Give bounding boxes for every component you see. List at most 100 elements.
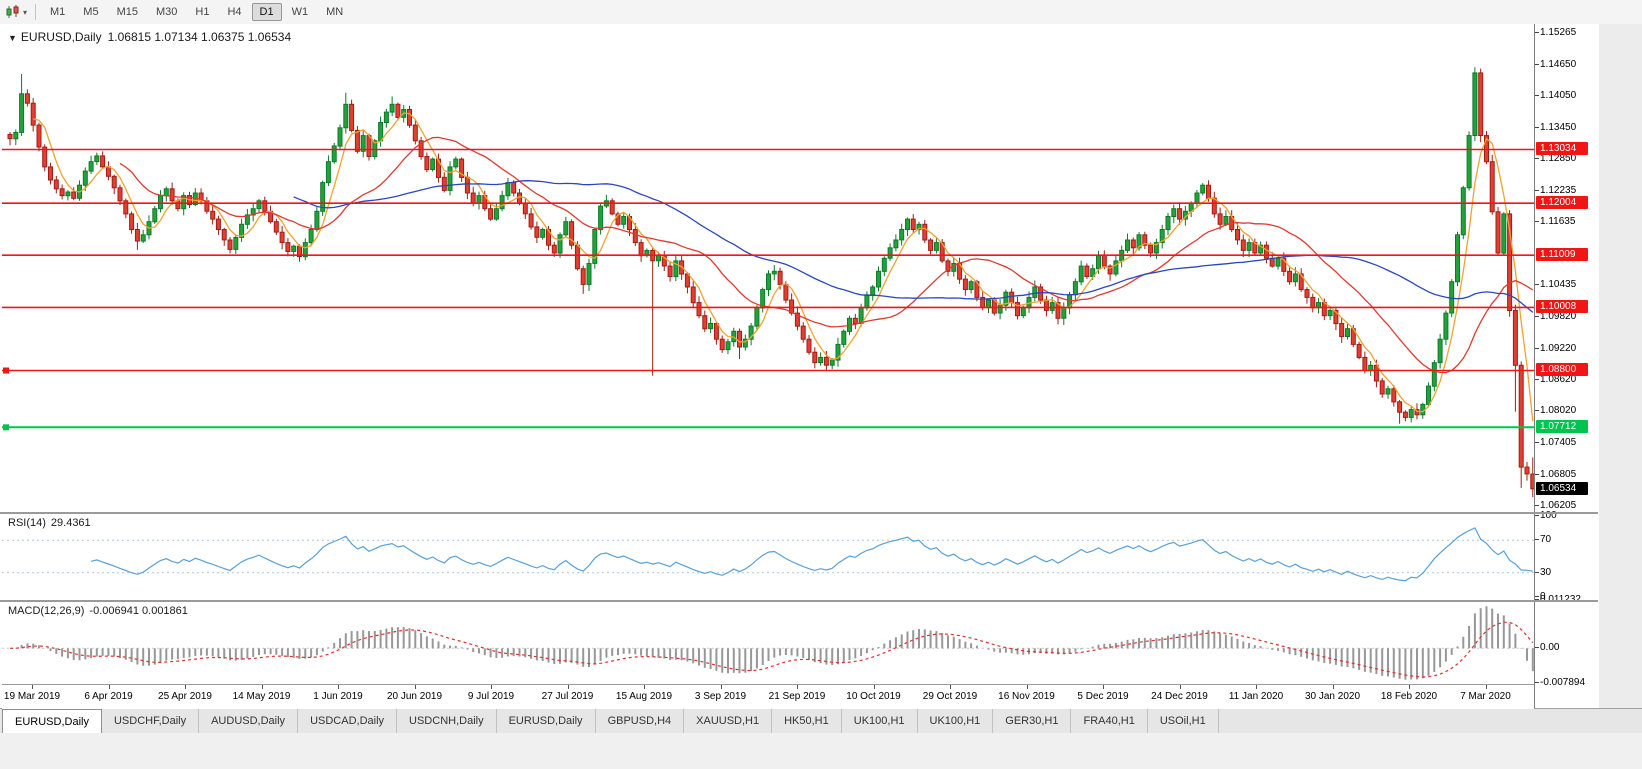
date-axis-label: 20 Jun 2019	[386, 691, 443, 702]
timeframe-button-m15[interactable]: M15	[116, 6, 138, 18]
timeframe-button-h4[interactable]: H4	[227, 6, 242, 18]
date-tick	[338, 685, 339, 689]
rsi-axis-label: 70	[1535, 533, 1551, 546]
price-axis-label: 1.07405	[1535, 436, 1576, 449]
date-axis-label: 24 Dec 2019	[1151, 691, 1208, 702]
timeframe-button-h1[interactable]: H1	[195, 6, 210, 18]
price-axis-label: 1.06205	[1535, 499, 1576, 512]
level-price-label: 1.07712	[1536, 420, 1588, 434]
price-axis-label: 1.11635	[1535, 215, 1575, 228]
chart-type-dropdown-icon[interactable]: ▾	[23, 7, 28, 17]
right-gutter	[1599, 24, 1642, 708]
macd-name: MACD(12,26,9)	[8, 605, 85, 617]
date-tick	[1026, 685, 1028, 689]
price-axis-label: 1.09220	[1535, 342, 1576, 355]
macd-axis-label: 0.00	[1535, 641, 1559, 654]
date-tick	[567, 685, 569, 689]
date-tick	[720, 685, 722, 689]
price-axis-label: 1.12235	[1535, 184, 1576, 197]
macd-axis-label: 0.011232	[1535, 593, 1581, 606]
date-axis-label: 25 Apr 2019	[158, 691, 212, 702]
main-price-chart[interactable]	[2, 28, 1534, 512]
date-tick	[32, 685, 33, 689]
date-tick	[414, 685, 416, 689]
date-axis-label: 15 Aug 2019	[615, 691, 673, 702]
level-price-label: 1.08800	[1536, 363, 1588, 377]
chart-symbol-label: EURUSD,Daily	[20, 30, 102, 44]
panel-divider-rsi[interactable]	[0, 512, 1598, 514]
price-axis-label: 1.14650	[1535, 58, 1576, 71]
chart-ohlc-values: 1.06815 1.07134 1.06375 1.06534	[107, 30, 292, 44]
chart-tab-uk100-h1[interactable]: UK100,H1	[842, 709, 918, 733]
panel-divider-macd[interactable]	[0, 600, 1598, 602]
rsi-value: 29.4361	[50, 517, 91, 529]
timeframe-button-m5[interactable]: M5	[83, 6, 99, 18]
chart-tab-usdcnh-daily[interactable]: USDCNH,Daily	[397, 709, 497, 733]
level-price-label: 1.10008	[1536, 300, 1588, 314]
chart-tab-uk100-h1[interactable]: UK100,H1	[918, 709, 994, 733]
date-tick	[491, 685, 492, 689]
price-axis-label: 1.06805	[1535, 468, 1576, 481]
date-tick	[1409, 685, 1410, 689]
chart-tab-hk50-h1[interactable]: HK50,H1	[772, 709, 842, 733]
chart-tab-xauusd-h1[interactable]: XAUUSD,H1	[684, 709, 773, 733]
price-axis[interactable]: 1.15265 1.14650 1.14050 1.13450 1.12850 1.122…	[1534, 24, 1599, 708]
rsi-label: RSI(14) 29.4361	[8, 517, 91, 529]
date-tick	[1256, 685, 1257, 689]
level-price-label: 1.12004	[1536, 196, 1588, 210]
date-axis-label: 10 Oct 2019	[846, 691, 901, 702]
date-axis[interactable]: 19 Mar 2019 6 Apr 2019 25 Apr 2019 14 May 2…	[2, 684, 1534, 709]
timeframe-button-m30[interactable]: M30	[155, 6, 178, 18]
date-tick	[950, 685, 951, 689]
chart-tab-audusd-daily[interactable]: AUDUSD,Daily	[199, 709, 299, 733]
timeframe-button-mn[interactable]: MN	[326, 6, 344, 18]
date-axis-label: 19 Mar 2019	[3, 691, 61, 702]
chart-window: ▼ EURUSD,Daily 1.06815 1.07134 1.06375 1.0…	[0, 24, 1599, 709]
date-axis-label: 3 Sep 2019	[694, 691, 747, 702]
rsi-panel[interactable]	[2, 514, 1534, 600]
chart-tab-eurusd-daily[interactable]: EURUSD,Daily	[2, 709, 102, 733]
rsi-axis-label: 0	[1535, 590, 1546, 603]
macd-panel[interactable]	[2, 602, 1534, 684]
chart-tab-eurusd-daily[interactable]: EURUSD,Daily	[497, 709, 596, 733]
chart-tab-ger30-h1[interactable]: GER30,H1	[993, 709, 1072, 733]
date-tick	[1103, 685, 1104, 689]
rsi-axis-label: 30	[1535, 566, 1551, 579]
date-tick	[644, 685, 645, 689]
date-axis-label: 21 Sep 2019	[768, 691, 826, 702]
date-axis-label: 27 Jul 2019	[541, 691, 594, 702]
chart-tab-usdchf-daily[interactable]: USDCHF,Daily	[102, 709, 200, 733]
rsi-name: RSI(14)	[8, 517, 46, 529]
macd-axis-label: -0.007894	[1535, 676, 1585, 689]
date-axis-label: 5 Dec 2019	[1077, 691, 1129, 702]
level-price-label: 1.13034	[1536, 142, 1588, 156]
timeframe-buttons: M1 M5 M15 M30 H1 H4 D1 W1 MN	[42, 3, 351, 21]
chart-tab-fra40-h1[interactable]: FRA40,H1	[1071, 709, 1148, 733]
price-axis-label: 1.10435	[1535, 278, 1576, 291]
chart-tab-usoil-h1[interactable]: USOil,H1	[1148, 709, 1219, 733]
date-axis-label: 18 Feb 2020	[1380, 691, 1438, 702]
chart-tab-gbpusd-h4[interactable]: GBPUSD,H4	[596, 709, 685, 733]
price-axis-label: 1.08620	[1535, 373, 1576, 386]
macd-values: -0.006941 0.001861	[89, 605, 188, 617]
timeframe-button-m1[interactable]: M1	[50, 6, 66, 18]
toolbar-separator	[35, 4, 37, 20]
price-axis-label: 1.13450	[1535, 121, 1576, 134]
chart-type-icon[interactable]	[5, 5, 21, 19]
chart-menu-icon[interactable]: ▼	[8, 33, 17, 43]
rsi-axis-label: 100	[1535, 509, 1557, 522]
date-axis-label: 9 Jul 2019	[467, 691, 515, 702]
date-tick	[1332, 685, 1334, 689]
date-tick	[1179, 685, 1181, 689]
date-axis-label: 16 Nov 2019	[998, 691, 1055, 702]
timeframe-button-d1[interactable]: D1	[251, 3, 282, 21]
price-axis-label: 1.14050	[1535, 89, 1576, 102]
price-axis-label: 1.12850	[1535, 152, 1576, 165]
price-axis-label: 1.09820	[1535, 310, 1576, 323]
chart-title: ▼ EURUSD,Daily 1.06815 1.07134 1.06375 1.0…	[8, 30, 291, 44]
date-axis-label: 6 Apr 2019	[84, 691, 133, 702]
date-axis-label: 30 Jan 2020	[1304, 691, 1361, 702]
timeframe-button-w1[interactable]: W1	[291, 6, 309, 18]
chart-tab-usdcad-daily[interactable]: USDCAD,Daily	[298, 709, 398, 733]
price-axis-label: 1.15265	[1535, 26, 1576, 39]
